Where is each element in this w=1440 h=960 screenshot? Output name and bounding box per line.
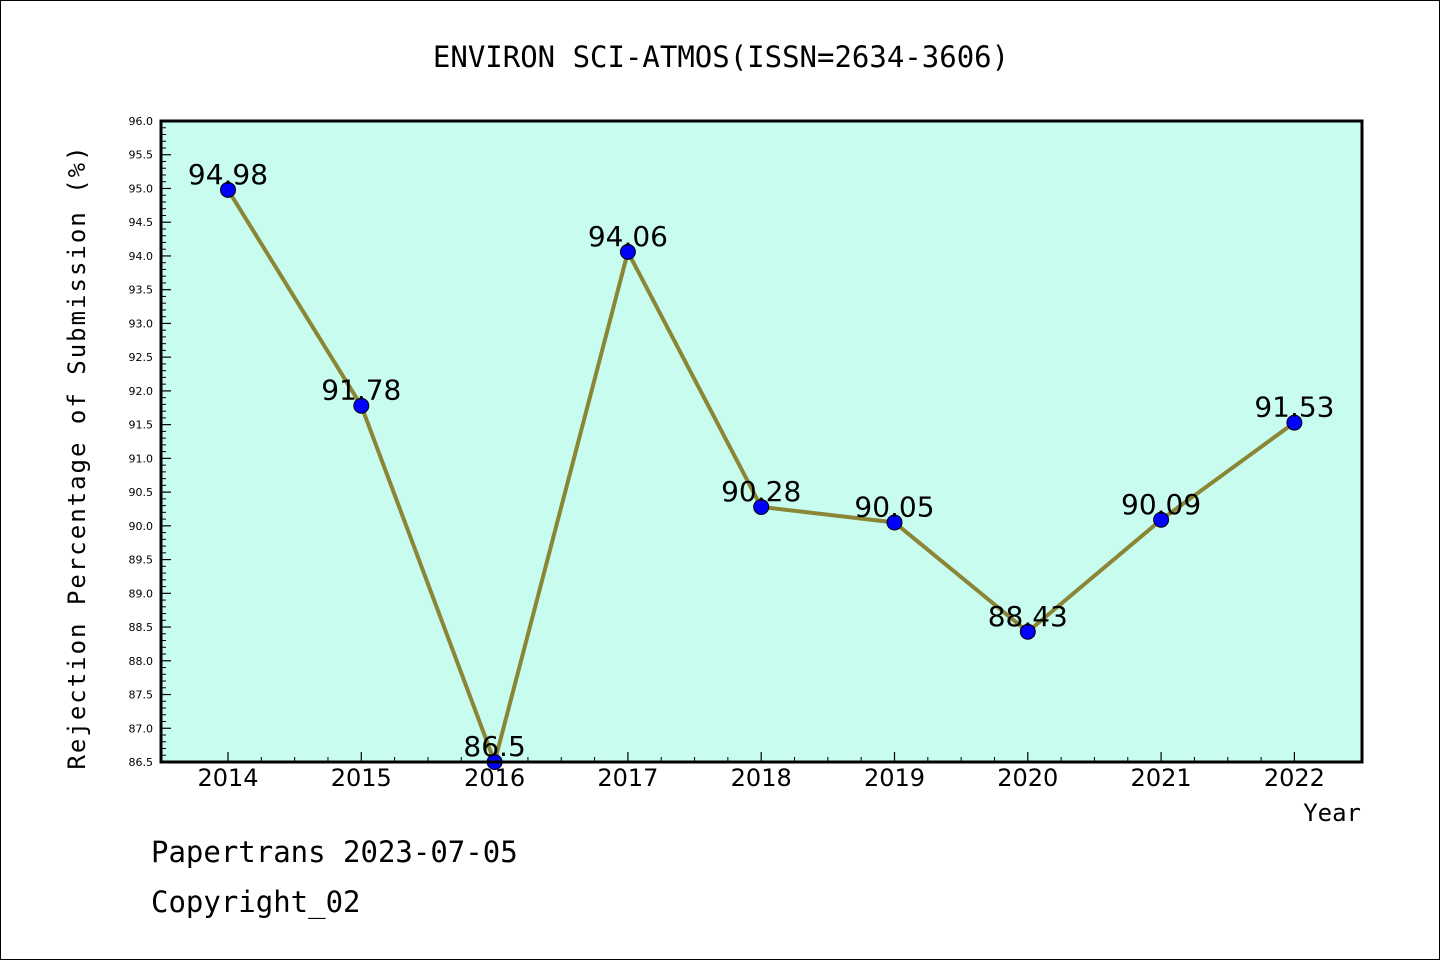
y-tick-label: 93.5 [129, 284, 154, 297]
data-point-marker [1286, 414, 1303, 431]
y-tick-label: 94.5 [129, 216, 154, 229]
y-tick-label: 90.0 [129, 520, 154, 533]
data-point-marker [1153, 511, 1170, 528]
footer-copyright-text: Copyright_02 [151, 885, 361, 919]
y-tick-label: 94.0 [129, 250, 154, 263]
y-axis-title: Rejection Percentage of Submission (%) [63, 144, 91, 769]
y-tick-label: 92.5 [129, 351, 154, 364]
x-tick-label: 2015 [331, 764, 392, 792]
y-tick-label: 89.0 [129, 587, 154, 600]
x-tick-label: 2014 [197, 764, 258, 792]
data-label: 90.28 [721, 475, 801, 508]
data-point-marker [220, 181, 236, 198]
x-tick-label: 2020 [997, 764, 1058, 792]
data-label: 90.05 [854, 490, 934, 523]
x-tick-label: 2018 [731, 764, 792, 792]
y-tick-label: 96.0 [129, 115, 154, 128]
data-point-marker [353, 397, 370, 414]
y-tick-label: 95.5 [129, 149, 154, 162]
data-point-marker [619, 243, 636, 260]
x-axis-title: Year [1303, 799, 1361, 827]
y-tick-label: 88.5 [129, 621, 154, 634]
y-tick-label: 95.0 [129, 182, 154, 195]
data-label: 88.43 [988, 600, 1068, 633]
y-tick-label: 91.0 [129, 452, 154, 465]
y-tick-label: 90.5 [129, 486, 154, 499]
data-label: 94.98 [188, 158, 268, 191]
chart-title: ENVIRON SCI-ATMOS(ISSN=2634-3606) [433, 40, 1009, 74]
y-tick-label: 88.0 [129, 655, 154, 668]
y-tick-label: 86.5 [129, 756, 154, 769]
footer-date-text: Papertrans 2023-07-05 [151, 835, 518, 869]
data-label: 91.78 [321, 374, 401, 407]
x-tick-label: 2017 [597, 764, 658, 792]
plot-area [161, 121, 1362, 762]
data-label: 94.06 [588, 220, 668, 253]
y-tick-label: 93.0 [129, 317, 154, 330]
data-point-marker [886, 514, 903, 531]
data-label: 86.5 [463, 730, 525, 763]
data-label: 90.09 [1121, 488, 1201, 521]
y-tick-label: 87.0 [129, 722, 154, 735]
data-point-marker [1019, 623, 1036, 640]
x-tick-label: 2019 [864, 764, 925, 792]
y-tick-label: 87.5 [129, 689, 154, 702]
y-tick-label: 92.0 [129, 385, 154, 398]
plot-frame [159, 119, 1364, 764]
y-tick-label: 91.5 [129, 419, 154, 432]
data-label: 91.53 [1254, 391, 1334, 424]
y-axis: 86.5 87.0 87.5 88.0 88.5 89.0 89.5 90.0 90.5 91.0… [129, 115, 171, 769]
y-tick-label: 89.5 [129, 554, 154, 567]
x-tick-label: 2022 [1264, 764, 1325, 792]
data-point-marker [753, 498, 770, 515]
x-tick-label: 2021 [1131, 764, 1192, 792]
series-layer: 94.98 91.78 86.5 94.06 90.28 90.05 88.43 90.09 9… [188, 158, 1334, 770]
